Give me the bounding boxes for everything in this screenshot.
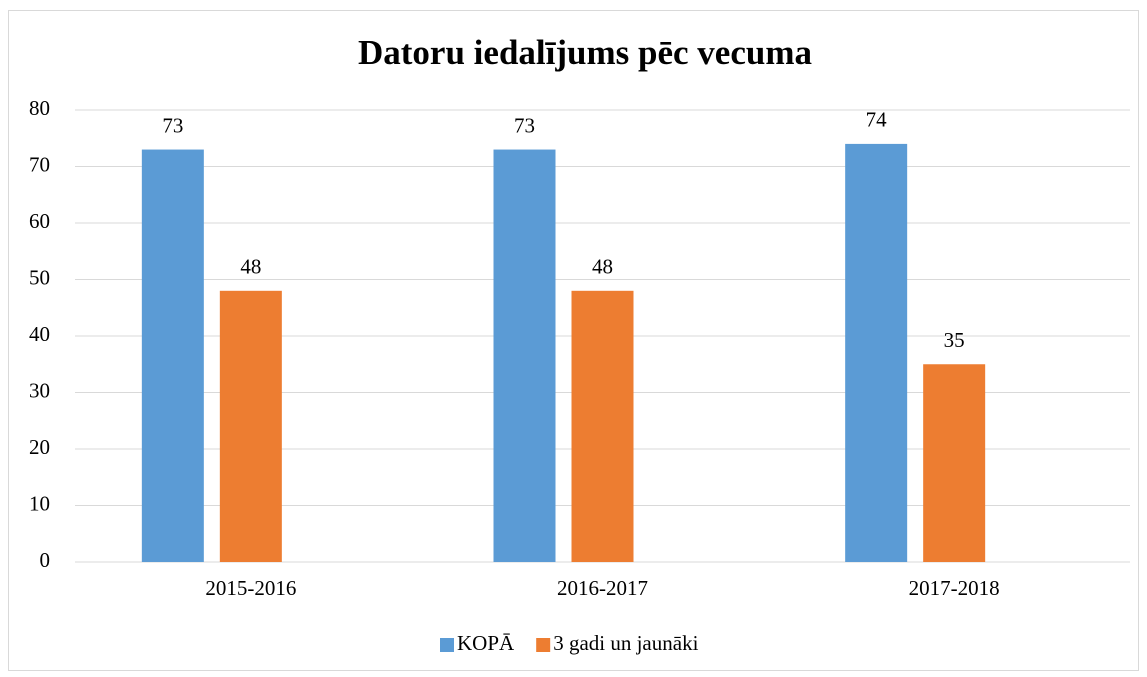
y-tick-label: 0 [40, 548, 51, 572]
y-tick-label: 10 [29, 491, 50, 515]
data-label: 35 [944, 328, 965, 352]
data-label: 73 [162, 113, 183, 137]
y-tick-label: 30 [29, 378, 50, 402]
bar [219, 290, 282, 562]
x-tick-label: 2016-2017 [557, 576, 648, 600]
bar [571, 290, 634, 562]
bar [141, 149, 204, 563]
x-tick-label: 2017-2018 [909, 576, 1000, 600]
legend-swatch [536, 638, 551, 652]
y-tick-label: 70 [29, 152, 50, 176]
legend-label: KOPĀ [457, 631, 515, 655]
data-label: 48 [592, 255, 613, 279]
chart-title: Datoru iedalījums pēc vecuma [358, 33, 812, 72]
legend-swatch [440, 638, 454, 652]
y-tick-label: 20 [29, 435, 50, 459]
legend-label: 3 gadi un jaunāki [553, 631, 698, 655]
y-tick-label: 50 [29, 265, 50, 289]
data-label: 73 [514, 113, 535, 137]
data-label: 48 [240, 255, 261, 279]
y-tick-label: 60 [29, 209, 50, 233]
bar [923, 364, 986, 562]
bar [845, 143, 908, 562]
bar [493, 149, 556, 563]
y-tick-label: 40 [29, 322, 50, 346]
y-tick-label: 80 [29, 96, 50, 120]
x-tick-label: 2015-2016 [205, 576, 296, 600]
data-label: 74 [866, 108, 888, 132]
